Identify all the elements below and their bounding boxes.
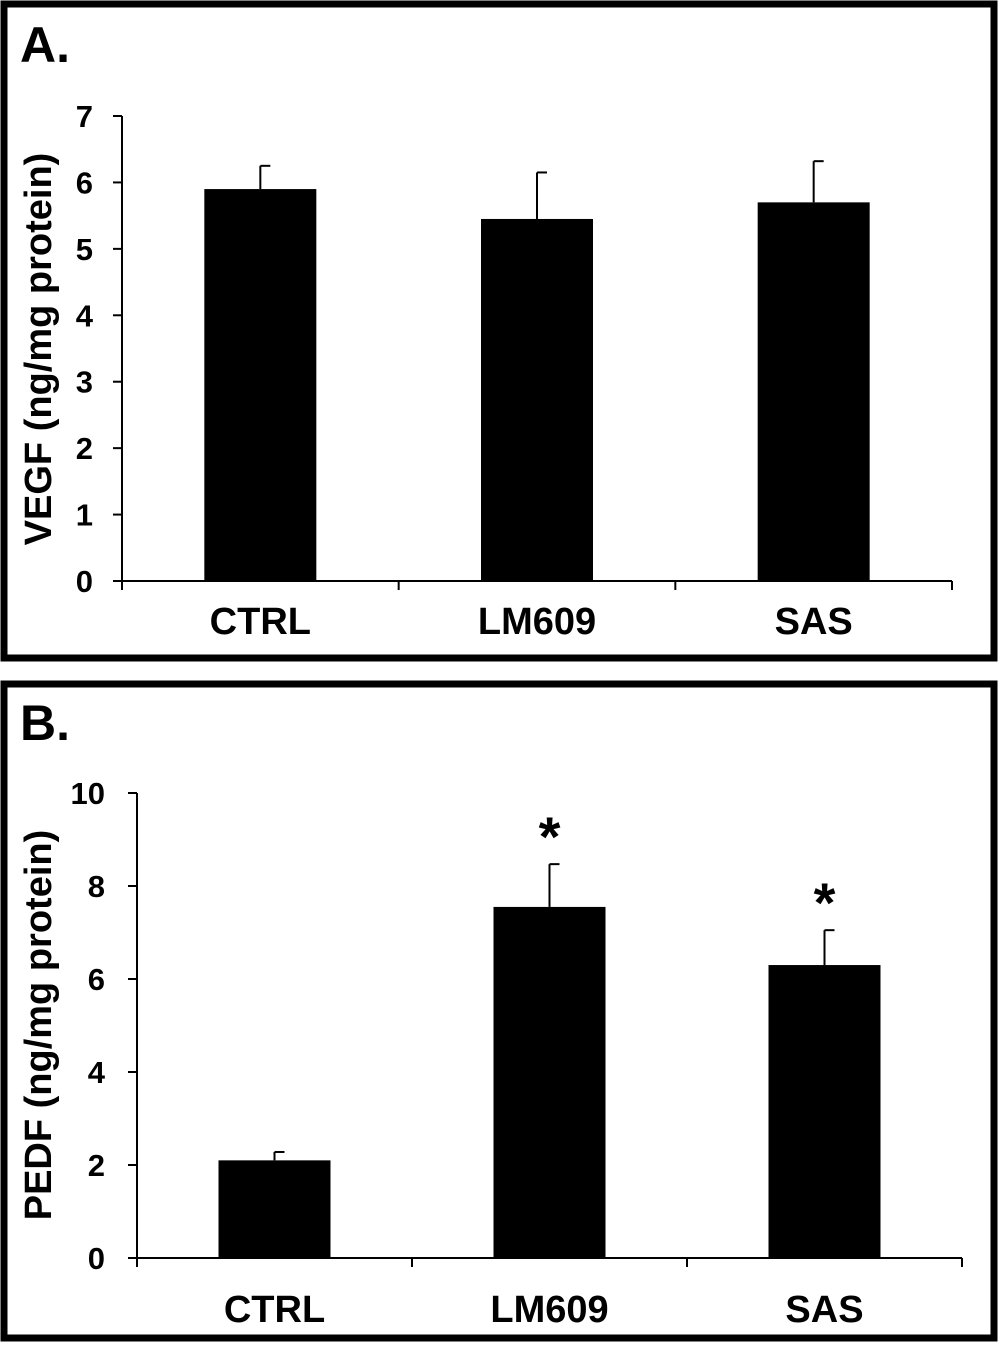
panel-a-frame <box>0 0 998 662</box>
panel-b-bar-lm609 <box>493 906 606 1258</box>
panel-a: A. VEGF (ng/mg protein) 0 1 2 3 4 5 6 7 CTRL LM60… <box>0 0 998 662</box>
panel-a-y-tick-label: 0 <box>76 564 93 599</box>
panel-b-y-tick-label: 4 <box>88 1055 106 1090</box>
panel-b-bar-ctrl <box>218 1160 331 1258</box>
panel-b-y-tick-label: 8 <box>88 869 105 904</box>
panel-a-category-label: SAS <box>775 601 853 643</box>
panel-a-y-tick-label: 7 <box>76 99 93 134</box>
panel-b-category-label: SAS <box>785 1289 863 1331</box>
panel-a-bar-sas <box>757 202 870 581</box>
panel-a-y-tick-label: 2 <box>76 431 93 466</box>
panel-b: B. PEDF (ng/mg protein) 0 2 4 6 8 10 CTRL LM609… <box>0 680 998 1342</box>
panel-a-y-tick-label: 5 <box>76 232 93 267</box>
panel-a-y-tick-label: 4 <box>76 298 94 333</box>
panel-a-bar-lm609 <box>481 218 593 581</box>
panel-b-plot-area: 0 2 4 6 8 10 CTRL LM609 * SAS * <box>71 776 963 1331</box>
panel-b-label: B. <box>20 695 70 751</box>
panel-b-frame <box>0 680 998 1342</box>
panel-a-category-label: CTRL <box>210 601 311 643</box>
panel-a-y-tick-label: 3 <box>76 365 93 400</box>
panel-b-y-tick-label: 6 <box>88 962 105 997</box>
panel-b-y-tick-label: 10 <box>71 776 105 811</box>
panel-b-y-tick-label: 2 <box>88 1148 105 1183</box>
panel-a-y-axis-label: VEGF (ng/mg protein) <box>18 153 60 546</box>
panel-b-significance-marker: * <box>539 805 561 868</box>
panel-b-category-label: LM609 <box>490 1289 608 1331</box>
panel-a-y-tick-label: 6 <box>76 165 93 200</box>
panel-b-bar-sas <box>768 965 881 1258</box>
panel-a-label: A. <box>20 17 70 73</box>
panel-a-category-label: LM609 <box>478 601 596 643</box>
panel-a-bar-ctrl <box>204 189 317 582</box>
panel-b-y-tick-label: 0 <box>88 1241 105 1276</box>
panel-b-y-axis-label: PEDF (ng/mg protein) <box>18 830 60 1221</box>
panel-a-plot-area: 0 1 2 3 4 5 6 7 CTRL LM609 SAS <box>76 99 953 643</box>
panel-a-y-tick-label: 1 <box>76 498 93 533</box>
panel-b-category-label: CTRL <box>224 1289 325 1331</box>
panel-b-significance-marker: * <box>814 871 836 934</box>
